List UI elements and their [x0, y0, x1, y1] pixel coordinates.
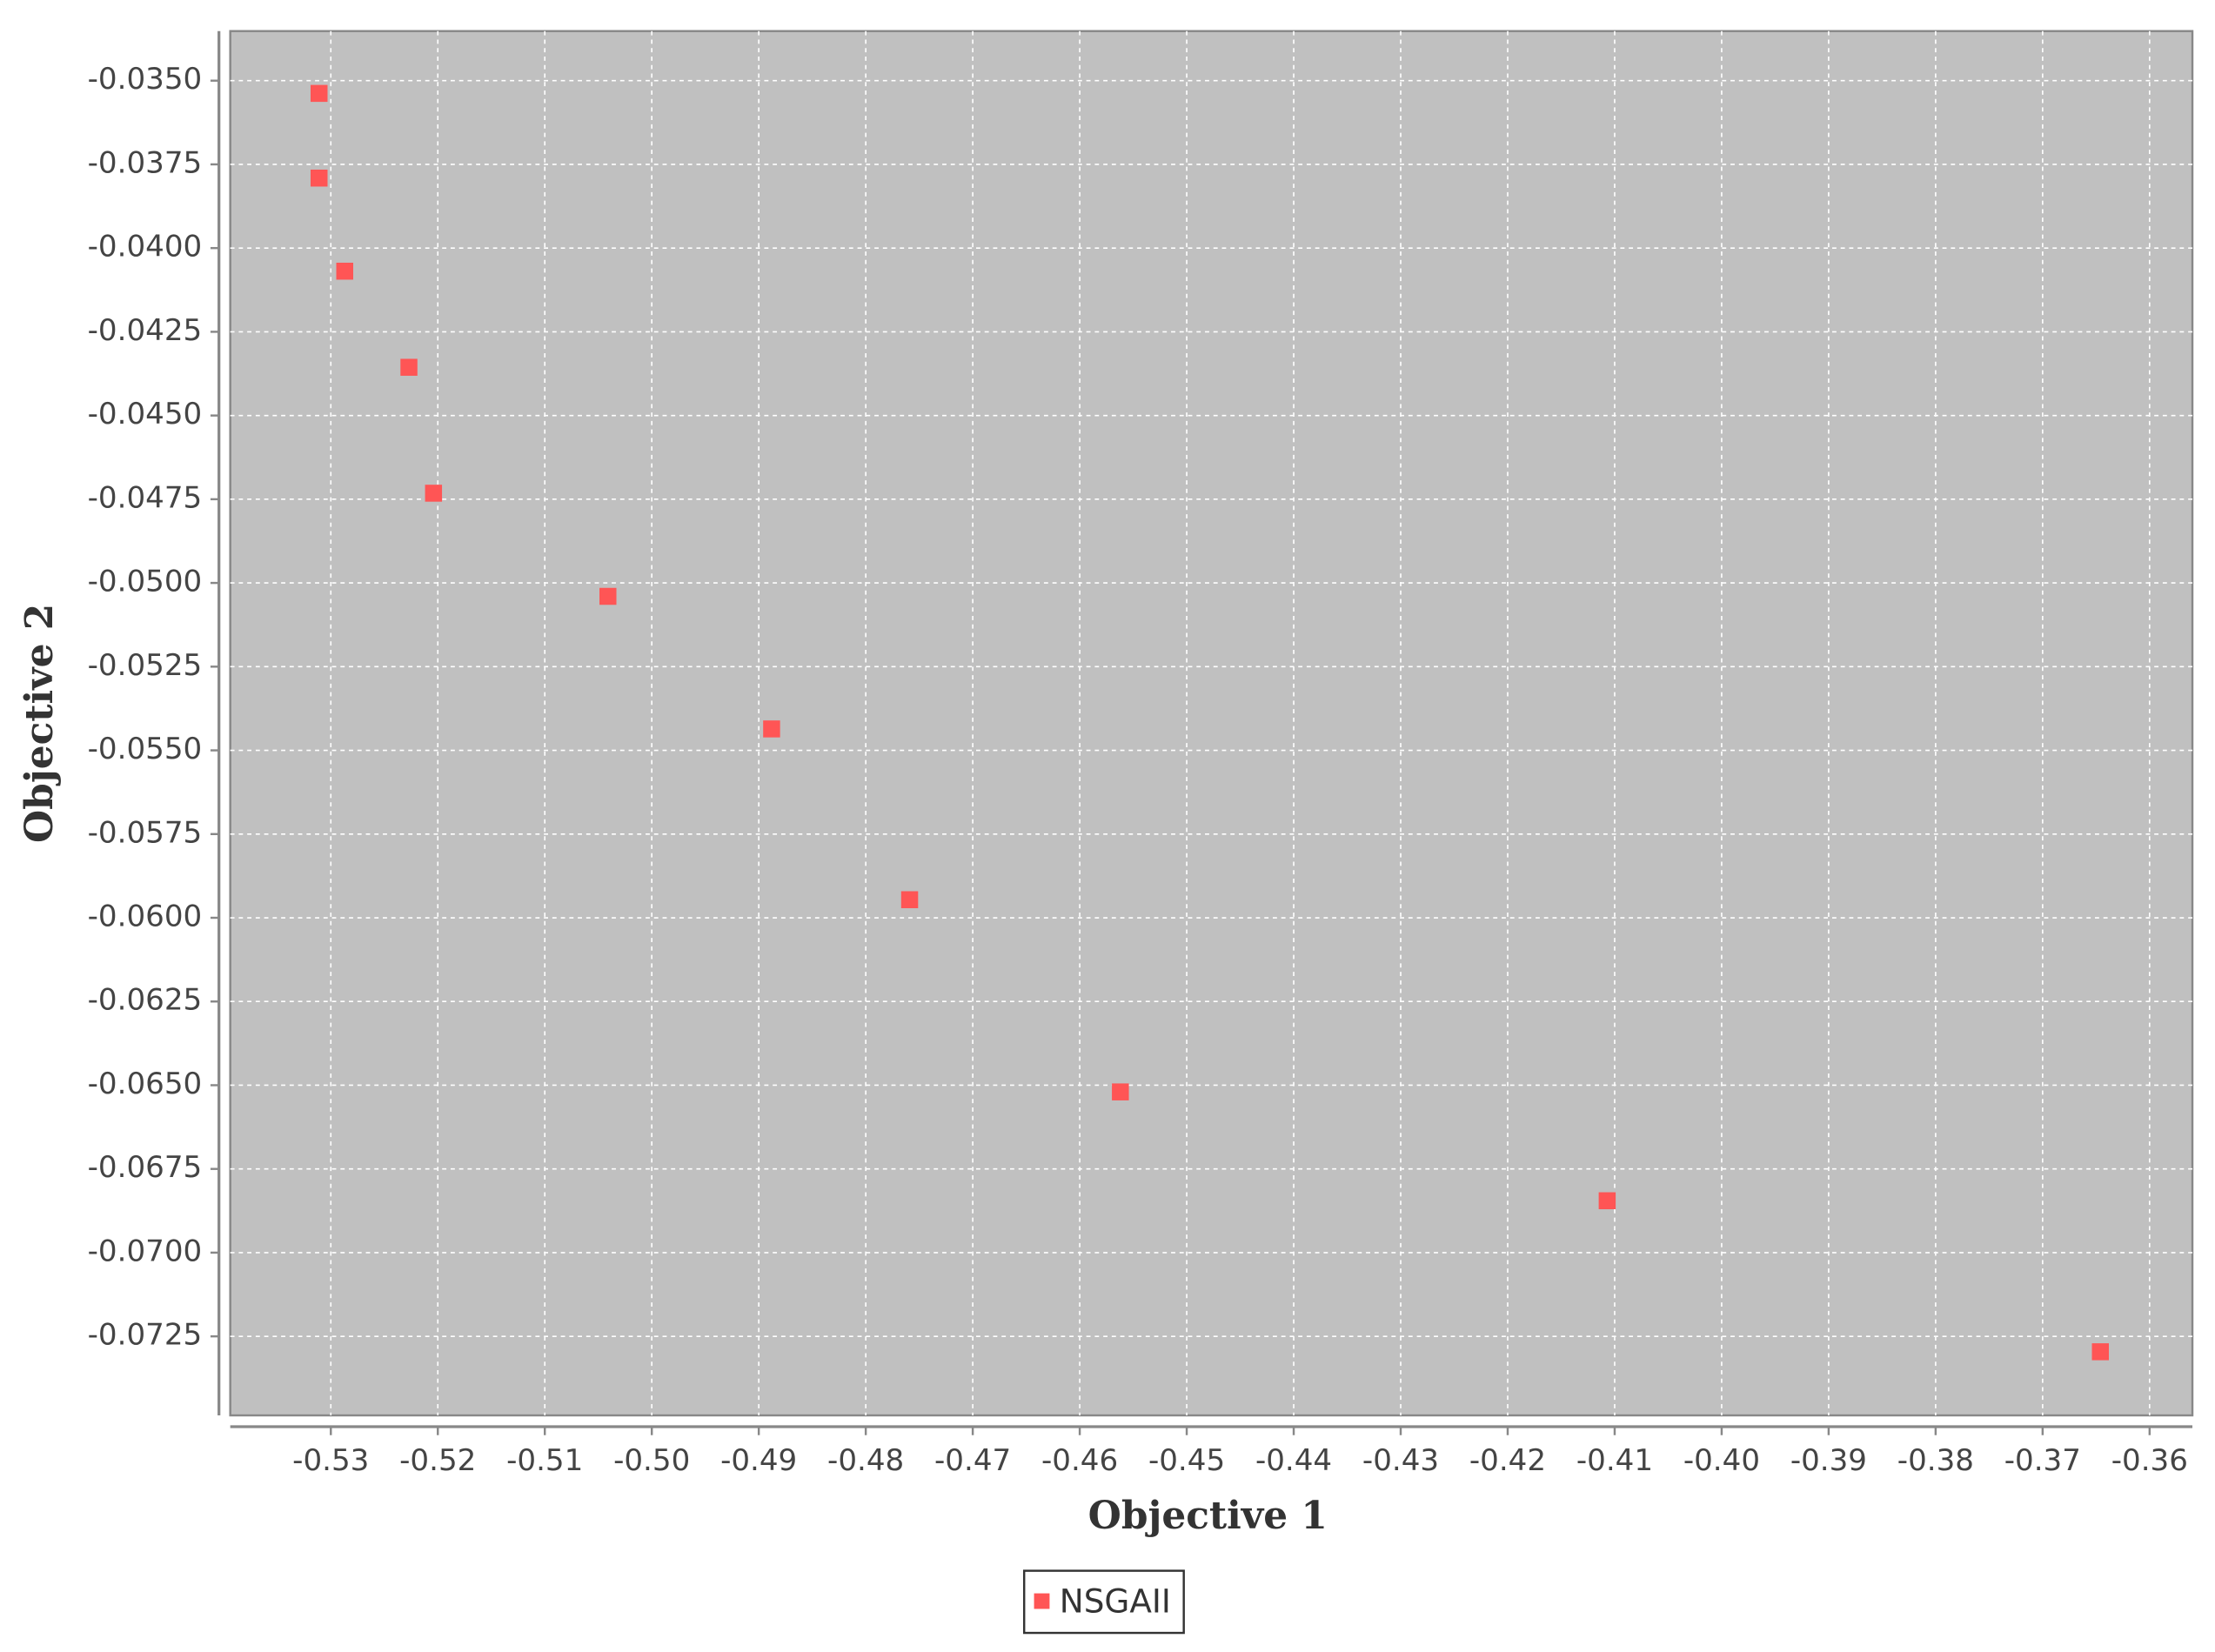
point [310, 84, 328, 103]
point [1112, 1083, 1129, 1100]
x-tick-label: -0.44 [1255, 1443, 1332, 1478]
x-tick-label: -0.46 [1041, 1443, 1118, 1478]
point [763, 720, 780, 738]
legend-box [1022, 1569, 1185, 1635]
grid [230, 30, 2193, 1415]
x-tick-label: -0.51 [506, 1443, 583, 1478]
legend-marker [1034, 1593, 1050, 1609]
y-tick-label: -0.0700 [88, 1234, 203, 1268]
y-tick-label: -0.0425 [88, 313, 203, 348]
point [310, 169, 328, 187]
y-tick-label: -0.0550 [88, 732, 203, 766]
y-tick-label: -0.0350 [88, 62, 203, 97]
x-tick-label: -0.42 [1469, 1443, 1546, 1478]
x-tick-label: -0.36 [2111, 1443, 2188, 1478]
y-tick-label: -0.0400 [88, 230, 203, 264]
point [900, 891, 919, 908]
x-tick-label: -0.49 [720, 1443, 797, 1478]
point [599, 587, 617, 605]
point [425, 485, 443, 502]
legend-label: NSGAII [1060, 1582, 1171, 1620]
y-tick-label: -0.0525 [88, 648, 203, 683]
x-tick-label: -0.52 [399, 1443, 476, 1478]
x-tick-label: -0.50 [613, 1443, 690, 1478]
y-tick-label: -0.0475 [88, 480, 203, 515]
y-tick-label: -0.0600 [88, 900, 203, 934]
x-tick-label: -0.40 [1683, 1443, 1760, 1478]
x-tick-label: -0.53 [292, 1443, 369, 1478]
y-tick-label: -0.0500 [88, 565, 203, 599]
y-tick-label: -0.0625 [88, 983, 203, 1018]
x-tick-label: -0.45 [1148, 1443, 1225, 1478]
plot-area [229, 30, 2194, 1417]
marks [310, 84, 2110, 1361]
y-tick-label: -0.0675 [88, 1150, 203, 1185]
x-tick-label: -0.37 [2004, 1443, 2081, 1478]
x-tick-label: -0.47 [934, 1443, 1011, 1478]
x-tick-label: -0.43 [1362, 1443, 1439, 1478]
x-tick-label: -0.48 [827, 1443, 904, 1478]
x-tick-label: -0.39 [1790, 1443, 1867, 1478]
x-axis-title: Objective 1 [1088, 1494, 1328, 1538]
x-tick-label: -0.41 [1576, 1443, 1653, 1478]
y-tick-label: -0.0450 [88, 397, 203, 431]
y-axis-title: Objective 2 [17, 604, 62, 843]
y-tick-label: -0.0375 [88, 145, 203, 180]
point [1598, 1192, 1616, 1210]
y-tick-label: -0.0725 [88, 1318, 203, 1353]
point [2091, 1343, 2110, 1361]
point [336, 262, 353, 280]
y-tick-label: -0.0650 [88, 1067, 203, 1101]
y-tick-label: -0.0575 [88, 815, 203, 850]
point [400, 358, 418, 376]
x-tick-label: -0.38 [1897, 1443, 1974, 1478]
